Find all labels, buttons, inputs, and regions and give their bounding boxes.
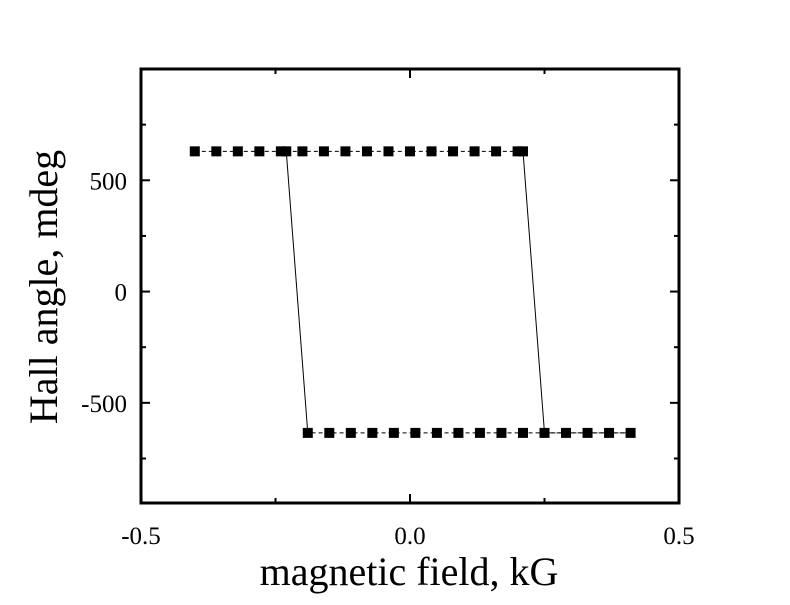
data-point: [345, 427, 356, 438]
data-point: [517, 427, 528, 438]
data-point: [318, 146, 329, 157]
data-point: [431, 427, 442, 438]
data-point: [189, 146, 200, 157]
data-point: [281, 146, 292, 157]
data-point: [426, 146, 437, 157]
y-tick-label: 500: [90, 168, 128, 195]
data-point: [604, 427, 615, 438]
hysteresis-segment: [285, 151, 309, 433]
data-point: [297, 146, 308, 157]
data-point: [211, 146, 222, 157]
data-markers: [189, 146, 636, 438]
data-point: [517, 146, 528, 157]
data-point: [491, 146, 502, 157]
data-point: [254, 146, 265, 157]
x-tick-label: 0.5: [663, 523, 694, 550]
data-point: [324, 427, 335, 438]
data-point: [469, 146, 480, 157]
data-point: [496, 427, 507, 438]
data-point: [561, 427, 572, 438]
x-tick-label: 0.0: [394, 523, 425, 550]
data-point: [383, 146, 394, 157]
data-point: [340, 146, 351, 157]
data-point: [367, 427, 378, 438]
data-point: [410, 427, 421, 438]
data-point: [453, 427, 464, 438]
y-tick-label: -500: [81, 391, 127, 418]
data-point: [582, 427, 593, 438]
axis-ticks: [140, 69, 680, 503]
data-lines: [194, 150, 631, 434]
data-point: [512, 146, 523, 157]
plot-frame: [139, 67, 681, 505]
tick-labels: -0.5 0.0 0.5 -500 0 500: [81, 168, 694, 550]
data-point: [625, 427, 636, 438]
x-tick-label: -0.5: [121, 523, 161, 550]
data-point: [275, 146, 286, 157]
data-point: [388, 427, 399, 438]
data-point: [232, 146, 243, 157]
data-point: [405, 146, 415, 157]
x-axis-title: magnetic field, kG: [260, 549, 559, 594]
data-point: [361, 146, 372, 157]
data-point: [474, 427, 485, 438]
hysteresis-segment: [522, 151, 545, 433]
y-tick-label: 0: [115, 280, 128, 307]
data-point: [448, 146, 459, 157]
data-point: [302, 427, 313, 438]
y-axis-title: Hall angle, mdeg: [21, 150, 66, 424]
plot-frame-rect: [139, 67, 681, 505]
data-point: [539, 427, 550, 438]
